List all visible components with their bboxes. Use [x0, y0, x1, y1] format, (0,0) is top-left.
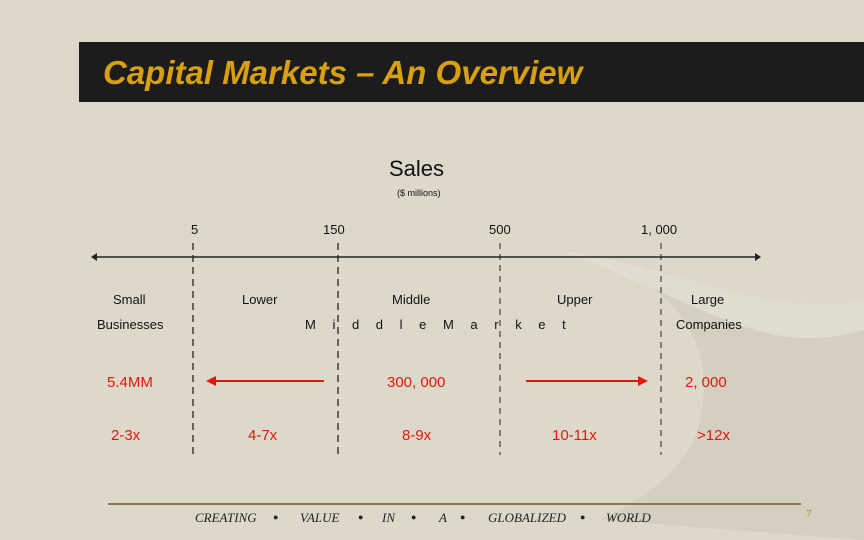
footer-dot-icon: ●	[273, 512, 279, 522]
scale-tick-5: 5	[191, 222, 199, 237]
footer-dot-icon: ●	[411, 512, 417, 522]
page-title: Capital Markets – An Overview	[103, 54, 583, 91]
arrow-left-head	[206, 376, 216, 386]
middle-market-label: M i d d l e M a r k e t	[305, 317, 573, 332]
multiple-upper: 10-11x	[552, 427, 597, 444]
footer-word-a: A	[439, 510, 447, 525]
scale-tick-150: 150	[323, 222, 345, 237]
count-small: 5.4MM	[107, 374, 153, 391]
footer-word-in: IN	[382, 510, 395, 525]
segment-businesses: Businesses	[97, 317, 164, 332]
segment-lower: Lower	[242, 292, 278, 307]
segment-large: Large	[691, 292, 725, 307]
footer-word-creating: CREATING	[195, 510, 257, 525]
scale-tick-500: 500	[489, 222, 511, 237]
title-bar: Capital Markets – An Overview	[79, 42, 864, 102]
multiple-large: >12x	[697, 427, 730, 444]
sales-heading: Sales	[389, 156, 445, 181]
count-middle: 300, 000	[387, 374, 446, 391]
footer-word-world: WORLD	[606, 510, 651, 525]
multiple-lower: 4-7x	[248, 427, 278, 444]
multiple-middle: 8-9x	[402, 427, 432, 444]
arrow-right-head	[638, 376, 648, 386]
count-large: 2, 000	[685, 374, 727, 391]
footer-word-globalized: GLOBALIZED	[488, 510, 567, 525]
scale-tick-1000: 1, 000	[641, 222, 678, 237]
footer-dot-icon: ●	[358, 512, 364, 522]
sales-units: ($ millions)	[397, 188, 441, 198]
segment-middle: Middle	[392, 292, 431, 307]
footer-dot-icon: ●	[460, 512, 466, 522]
page-number: 7	[806, 508, 812, 520]
footer-word-value: VALUE	[300, 510, 340, 525]
scale-axis-left-cap	[91, 253, 97, 261]
multiple-small: 2-3x	[111, 427, 141, 444]
segment-upper: Upper	[557, 292, 593, 307]
segment-small: Small	[113, 292, 146, 307]
footer-dot-icon: ●	[580, 512, 586, 522]
scale-axis-right-cap	[755, 253, 761, 261]
segment-companies: Companies	[676, 317, 742, 332]
